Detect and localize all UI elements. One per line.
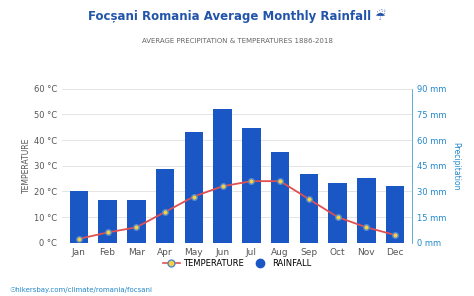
Bar xyxy=(127,200,146,243)
Text: ☉hikersbay.com/climate/romania/focsani: ☉hikersbay.com/climate/romania/focsani xyxy=(9,287,153,293)
Legend: TEMPERATURE, RAINFALL: TEMPERATURE, RAINFALL xyxy=(159,255,315,271)
Text: Focșani Romania Average Monthly Rainfall ☔: Focșani Romania Average Monthly Rainfall… xyxy=(88,9,386,23)
Bar xyxy=(328,183,347,243)
Bar xyxy=(70,192,88,243)
Bar xyxy=(357,178,376,243)
Bar xyxy=(98,200,117,243)
Bar xyxy=(184,131,203,243)
Bar xyxy=(242,128,261,243)
Y-axis label: TEMPERATURE: TEMPERATURE xyxy=(22,138,31,194)
Bar xyxy=(213,109,232,243)
Bar xyxy=(271,152,290,243)
Bar xyxy=(300,174,318,243)
Text: AVERAGE PRECIPITATION & TEMPERATURES 1886-2018: AVERAGE PRECIPITATION & TEMPERATURES 188… xyxy=(142,38,332,44)
Bar xyxy=(386,186,404,243)
Bar xyxy=(156,169,174,243)
Y-axis label: Precipitation: Precipitation xyxy=(451,141,460,190)
